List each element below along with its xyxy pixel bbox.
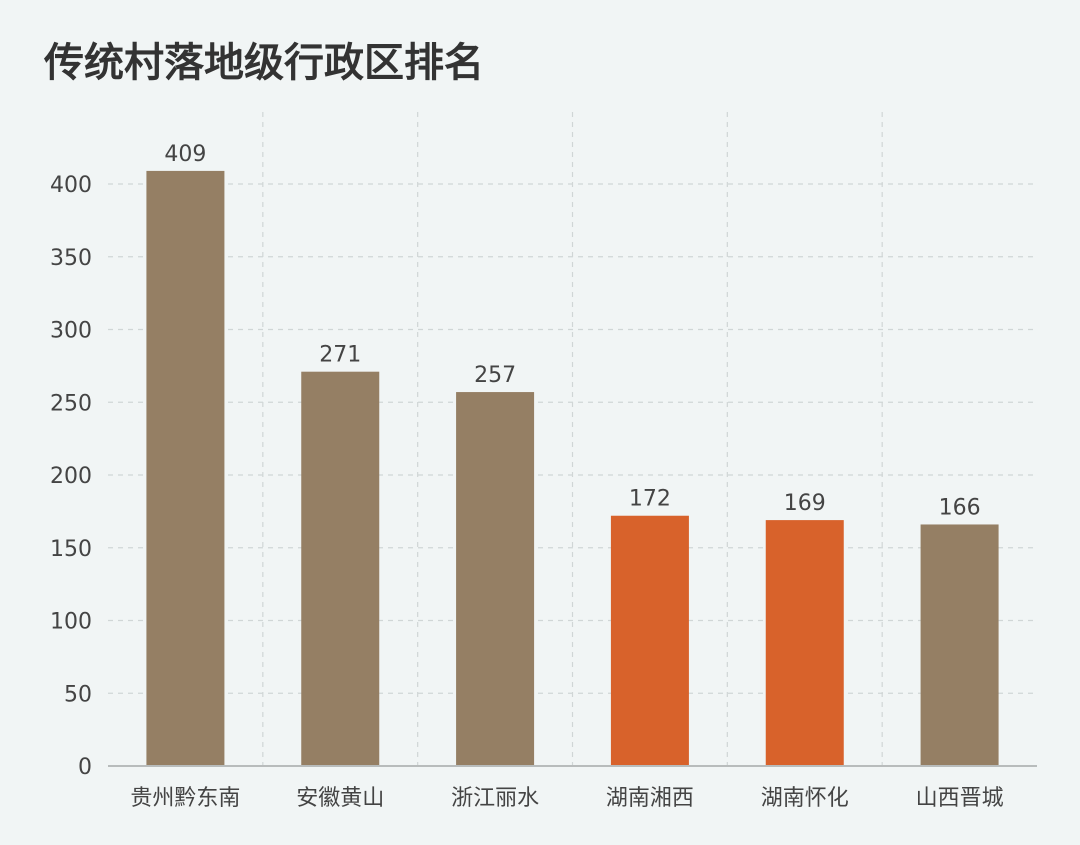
y-tick-label: 50 <box>64 682 92 707</box>
y-tick-label: 250 <box>50 391 92 416</box>
bar <box>765 520 844 766</box>
data-label: 257 <box>474 363 516 388</box>
data-label: 172 <box>629 487 671 512</box>
bars <box>146 170 999 766</box>
bar <box>610 515 689 766</box>
grid-lines <box>108 112 1037 766</box>
x-tick-label: 山西晋城 <box>916 786 1004 811</box>
y-tick-label: 100 <box>50 610 92 635</box>
x-tick-label: 湖南湘西 <box>606 786 694 811</box>
y-tick-label: 200 <box>50 464 92 489</box>
data-label: 169 <box>784 491 826 516</box>
x-tick-label: 安徽黄山 <box>296 786 384 811</box>
y-tick-label: 300 <box>50 319 92 344</box>
bar <box>920 524 999 766</box>
y-axis-ticks: 0 50 100 150 200 250 300 350 400 <box>50 173 92 780</box>
data-label: 271 <box>319 343 361 368</box>
y-tick-label: 350 <box>50 246 92 271</box>
y-tick-label: 150 <box>50 537 92 562</box>
y-tick-label: 400 <box>50 173 92 198</box>
bar <box>146 170 225 766</box>
x-tick-label: 浙江丽水 <box>451 786 539 811</box>
x-tick-label: 湖南怀化 <box>761 786 849 811</box>
bar <box>301 371 380 766</box>
y-tick-label: 0 <box>78 755 92 780</box>
x-tick-label: 贵州黔东南 <box>130 786 240 811</box>
data-labels: 409 271 257 172 169 166 <box>164 142 980 521</box>
bar <box>456 392 535 766</box>
x-axis-ticks: 贵州黔东南 安徽黄山 浙江丽水 湖南湘西 湖南怀化 山西晋城 <box>130 786 1003 811</box>
data-label: 409 <box>164 142 206 167</box>
data-label: 166 <box>939 495 981 520</box>
chart-title: 传统村落地级行政区排名 <box>43 40 484 86</box>
